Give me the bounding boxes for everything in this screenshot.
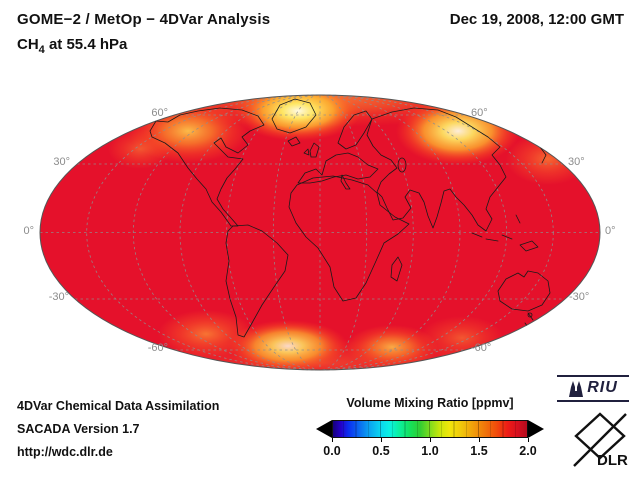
colorbar-segment-lines: [332, 420, 528, 438]
colorbar-overflow-arrow: [528, 420, 544, 438]
page-subtitle: CH4 at 55.4 hPa: [17, 36, 127, 56]
colorbar-tick: [381, 438, 382, 442]
mollweide-map-svg: [39, 94, 601, 371]
lat-label-30s-left: -30°: [48, 291, 69, 303]
lat-label-60n-right: 60°: [471, 107, 488, 119]
riu-logo-text: RIU: [587, 379, 618, 396]
lat-label-60s-left: -60°: [147, 342, 168, 354]
subtitle-subscript: 4: [38, 44, 45, 56]
colorbar-tick: [430, 438, 431, 442]
colorbar-gradient: [332, 420, 528, 438]
lat-label-30n-right: 30°: [568, 156, 585, 168]
dlr-logo-icon: [573, 412, 627, 467]
map-outline: [39, 94, 601, 371]
coastlines: [149, 98, 551, 338]
page-title: GOME−2 / MetOp − 4DVar Analysis: [17, 11, 271, 28]
subtitle-species: CH: [17, 36, 39, 53]
cathedral-icon: [569, 381, 584, 397]
dlr-logo-text: DLR: [597, 452, 628, 469]
colorbar: Volume Mixing Ratio [ppmv] 0.0 0.5 1.0 1…: [316, 396, 544, 460]
lat-label-eq-left: 0°: [23, 225, 34, 237]
subtitle-level: at 55.4 hPa: [44, 36, 128, 53]
colorbar-tick-label: 0.0: [323, 444, 341, 458]
riu-logo-bottom-rule: [557, 400, 629, 402]
colorbar-title: Volume Mixing Ratio [ppmv]: [346, 396, 514, 410]
lat-label-eq-right: 0°: [605, 225, 616, 237]
lat-label-30s-right: -30°: [569, 291, 590, 303]
world-map: [0, 85, 640, 385]
footer-url-label: http://wdc.dlr.de: [17, 445, 113, 459]
colorbar-tick: [332, 438, 333, 442]
lat-label-60n-left: 60°: [151, 107, 168, 119]
colorbar-tick: [528, 438, 529, 442]
riu-logo-top-rule: [557, 375, 629, 377]
footer-version-label: SACADA Version 1.7: [17, 422, 140, 436]
colorbar-underflow-arrow: [316, 420, 332, 438]
colorbar-tick: [479, 438, 480, 442]
lat-label-60s-right: -60°: [471, 342, 492, 354]
colorbar-tick-label: 1.5: [470, 444, 488, 458]
lat-label-30n-left: 30°: [53, 156, 70, 168]
footer-assimilation-label: 4DVar Chemical Data Assimilation: [17, 399, 220, 413]
timestamp-label: Dec 19, 2008, 12:00 GMT: [449, 11, 624, 28]
riu-logo: RIU: [557, 375, 629, 402]
colorbar-tick-label: 1.0: [421, 444, 439, 458]
colorbar-tick-label: 0.5: [372, 444, 390, 458]
colorbar-tick-label: 2.0: [519, 444, 537, 458]
